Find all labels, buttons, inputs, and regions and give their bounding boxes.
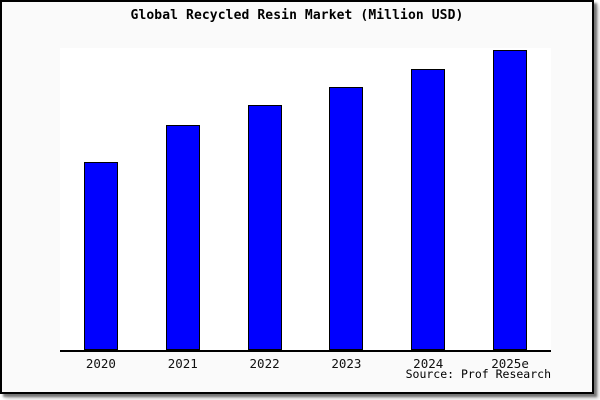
bar-slot [469, 48, 551, 350]
bar-slot [305, 48, 387, 350]
bar-slot [142, 48, 224, 350]
chart-title: Global Recycled Resin Market (Million US… [130, 8, 464, 23]
bar-2022 [247, 105, 282, 350]
bar-2021 [165, 125, 200, 350]
x-tick-label-2023: 2023 [331, 356, 362, 371]
x-axis-labels: 2020 2021 2022 2023 2024 2025e [60, 357, 551, 371]
x-tick-label-2020: 2020 [85, 356, 116, 371]
bar-2025e [493, 50, 528, 350]
bar-slot [387, 48, 469, 350]
source-credit: Source: Prof Research [405, 367, 551, 381]
bar-2023 [329, 87, 364, 350]
x-tick-label-2024: 2024 [413, 356, 444, 371]
bar-slot [60, 48, 142, 350]
bars-container [60, 48, 551, 350]
chart-card: Global Recycled Resin Market (Million US… [0, 0, 594, 394]
bar-2024 [411, 69, 446, 350]
bar-2020 [83, 162, 118, 350]
x-tick-label-2022: 2022 [249, 356, 280, 371]
x-tick-label-2025e: 2025e [491, 356, 529, 371]
x-tick-label-2021: 2021 [167, 356, 198, 371]
bar-slot [224, 48, 306, 350]
plot-area [60, 48, 551, 352]
